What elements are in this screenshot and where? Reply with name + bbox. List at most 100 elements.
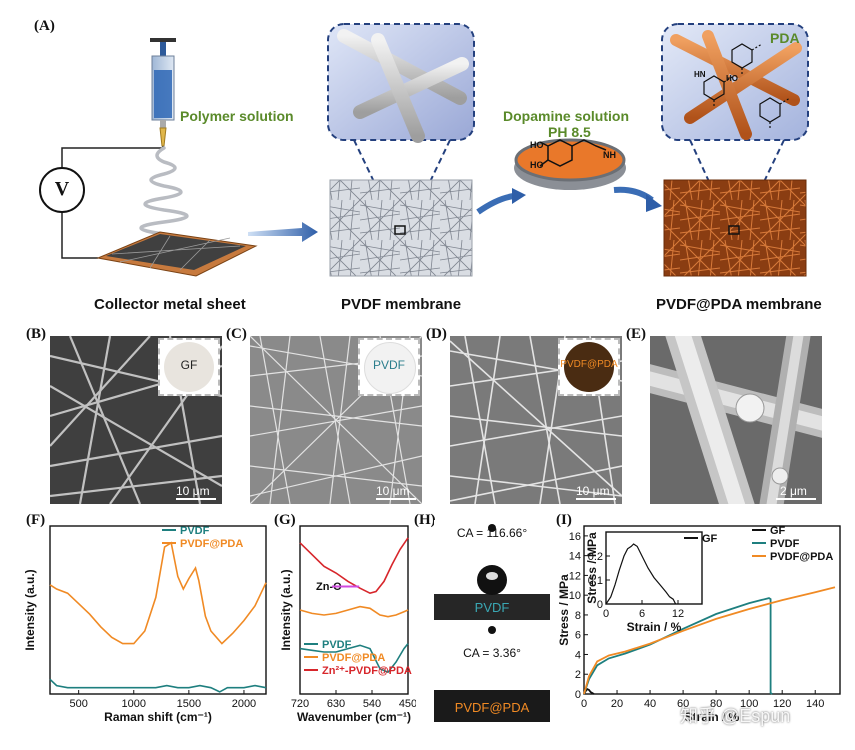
process-arrow-icon (248, 222, 318, 242)
caption-collector: Collector metal sheet (94, 296, 246, 313)
x-tick-label: 500 (69, 698, 87, 710)
y-tick-label: 16 (569, 531, 581, 543)
y-tick-label: 8 (575, 610, 581, 622)
series-line-pvdf (583, 597, 773, 695)
panel-h-label: (H) (414, 512, 436, 528)
series-line-pvdf (299, 643, 409, 674)
scale-bar-gf: 10 μm (176, 484, 210, 498)
inset-label-pvdf: PVDF (372, 358, 405, 372)
chart-raman: 500 1000 1500 2000 Raman shift (cm⁻¹) Intensi… (23, 525, 267, 724)
caption-pvdf-pda-membrane: PVDF@PDA membrane (656, 296, 822, 313)
photo-inset-gf: GF (158, 338, 220, 396)
scale-bar-line (376, 498, 416, 500)
x-tick-label: 140 (806, 698, 824, 710)
scale-bar-line (576, 498, 616, 500)
x-tick-label: 1000 (122, 698, 146, 710)
legend-entry: PVDF (770, 538, 800, 550)
process-arrow-icon (476, 193, 515, 215)
plot-frame (583, 525, 841, 695)
x-tick-label: 0 (581, 698, 587, 710)
legend-entry: PVDF@PDA (180, 538, 243, 550)
pda-label: PDA (770, 30, 800, 46)
sample-label-pvdf-pda: PVDF@PDA (454, 700, 530, 715)
contact-angle-pvdf-pda: CA = 3.36° PVDF@PDA (434, 622, 550, 722)
pda-ho-label: HO (726, 74, 738, 83)
scale-bar-line (776, 498, 816, 500)
series-line-pvdf-pda (583, 586, 836, 695)
pda-hn-label: HN (694, 70, 706, 79)
legend-entry: PVDF (180, 525, 210, 537)
x-tick-label: 120 (773, 698, 791, 710)
collector-metal-sheet (96, 231, 258, 277)
x-tick-label: 60 (677, 698, 689, 710)
x-tick-label: 80 (710, 698, 722, 710)
pvdf-fiber-bubble (327, 23, 475, 233)
y-tick-label: 0.2 (588, 551, 603, 563)
pda-fiber-bubble (661, 23, 809, 233)
legend-entry: Zn²⁺-PVDF@PDA (322, 665, 412, 677)
legend-entry: PVDF@PDA (770, 551, 833, 563)
x-tick-label: 12 (672, 608, 684, 620)
panel-b-label: (B) (26, 326, 46, 342)
sample-label-pvdf: PVDF (474, 600, 510, 615)
ph-label: PH 8.5 (548, 124, 591, 140)
dopamine-ho-label: HO (530, 160, 544, 170)
x-tick-label: 2000 (232, 698, 256, 710)
scale-bar-pvdf: 10 μm (376, 484, 410, 498)
x-tick-label: 0 (603, 608, 609, 620)
pvdf-membrane-block (329, 179, 473, 277)
water-droplet-icon (434, 626, 550, 722)
y-tick-label: 0 (597, 599, 603, 611)
x-tick-label: 1500 (177, 698, 201, 710)
water-droplet-icon (434, 524, 550, 620)
polymer-jet-spiral (139, 146, 189, 236)
series-line-zn-pvdf-pda (299, 537, 409, 595)
panel-f-label: (F) (26, 512, 46, 528)
y-tick-label: 4 (575, 649, 581, 661)
x-tick-label: 40 (644, 698, 656, 710)
dopamine-nh2-label: NH (603, 150, 616, 160)
voltage-symbol: V (54, 178, 70, 200)
x-tick-label: 630 (327, 698, 345, 710)
panel-d-label: (D) (426, 326, 447, 342)
legend-entry: PVDF@PDA (322, 652, 385, 664)
sem-fibers-highmag (650, 336, 822, 504)
x-tick-label: 20 (611, 698, 623, 710)
panel-a-schematic (39, 23, 809, 277)
y-tick-label: 0.1 (588, 575, 603, 587)
legend-entry: GF (702, 533, 718, 545)
dopamine-molecule-icon (539, 139, 607, 167)
dopamine-dish-icon (514, 138, 626, 190)
panel-e-label: (E) (626, 326, 646, 342)
panel-i-label: (I) (556, 512, 572, 528)
zn-o-annotation: Zn-O (316, 581, 342, 593)
syringe-icon (150, 38, 176, 147)
sem-image-highmag (650, 336, 822, 504)
y-tick-label: 0 (575, 689, 581, 701)
dopamine-solution-label: Dopamine solution (503, 108, 629, 124)
photo-inset-pvdf-pda: PVDF@PDA (558, 338, 620, 396)
plot-frame (605, 531, 703, 605)
y-tick-label: 12 (569, 570, 581, 582)
y-tick-label: 6 (575, 630, 581, 642)
x-axis-title: Strain / % (685, 710, 740, 724)
x-tick-label: 6 (639, 608, 645, 620)
series-line-pvdf-pda (49, 541, 267, 645)
watermark: 知乎 @Espun (680, 706, 791, 726)
plot-frame (49, 525, 267, 695)
x-tick-label: 450 (399, 698, 416, 710)
inset-label-gf: GF (180, 358, 198, 372)
photo-inset-pvdf: PVDF (358, 338, 420, 396)
legend-entry: GF (770, 525, 786, 537)
scale-bar-pvdf-pda: 10 μm (576, 484, 610, 498)
contact-angle-pvdf: CA = 116.66° PVDF (434, 520, 550, 620)
x-tick-label: 540 (363, 698, 381, 710)
panel-c-label: (C) (226, 326, 247, 342)
x-tick-label: 720 (291, 698, 309, 710)
x-tick-label: 100 (740, 698, 758, 710)
contact-angle-value: CA = 116.66° (456, 526, 528, 540)
sem-fibers-pvdf (250, 336, 422, 504)
caption-pvdf-membrane: PVDF membrane (341, 296, 462, 313)
y-axis-title: Stress / MPa (557, 574, 571, 646)
